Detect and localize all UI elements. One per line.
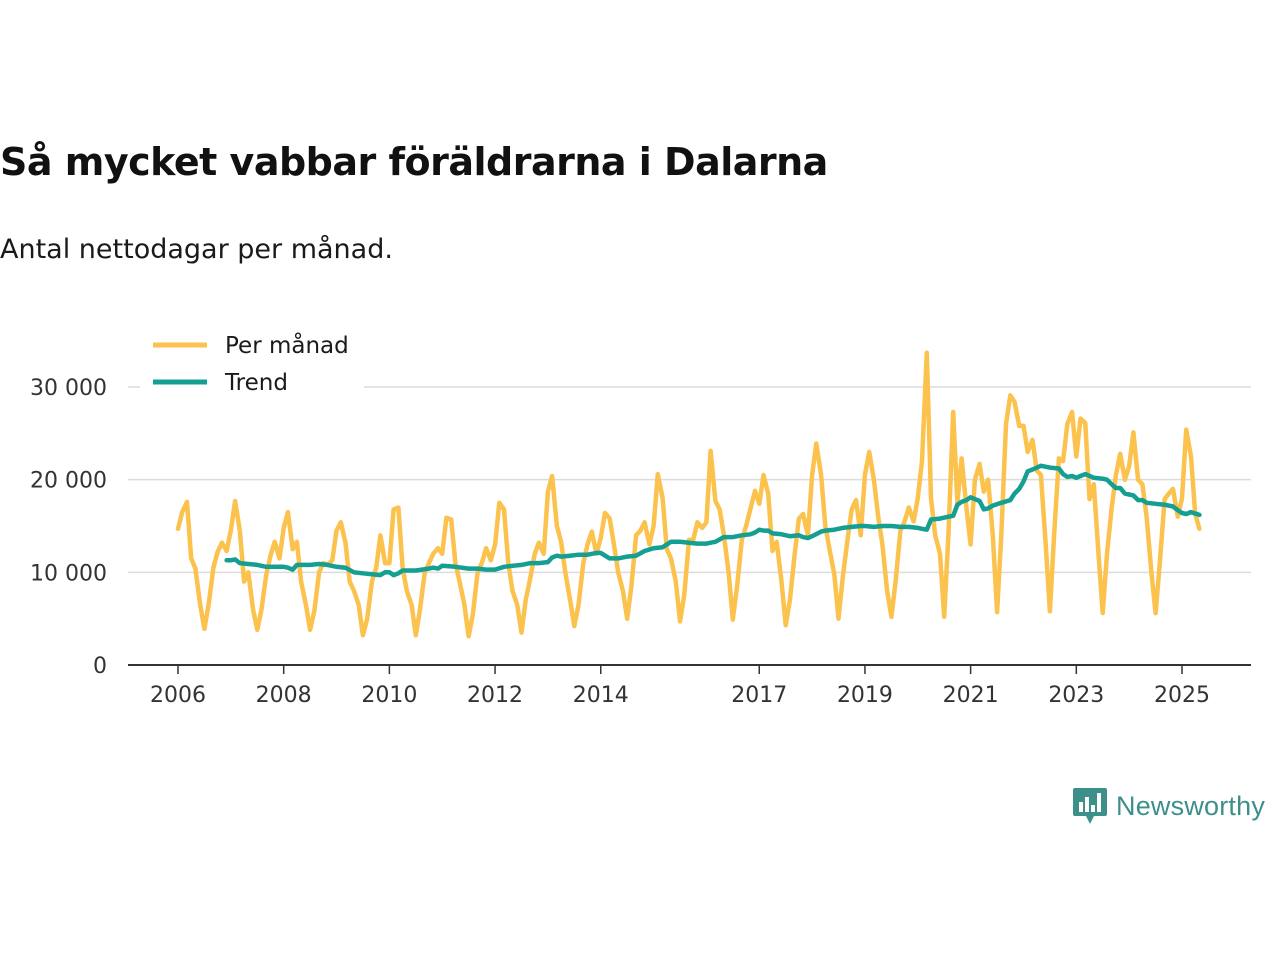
x-tick-label: 2023 bbox=[1048, 683, 1104, 708]
series-line-trend bbox=[224, 463, 1202, 578]
x-tick-label: 2021 bbox=[943, 683, 999, 708]
y-axis: 0 10 000 20 000 30 000 bbox=[30, 376, 107, 679]
x-tick-label: 2019 bbox=[837, 683, 893, 708]
x-tick-label: 2008 bbox=[256, 683, 312, 708]
legend-label-trend: Trend bbox=[224, 370, 288, 396]
y-tick-label: 20 000 bbox=[30, 469, 107, 494]
x-tick-label: 2012 bbox=[467, 683, 523, 708]
legend-label-per-manad: Per månad bbox=[225, 331, 349, 359]
newsworthy-brand[interactable]: Newsworthy bbox=[1072, 786, 1265, 826]
x-tick-label: 2006 bbox=[150, 683, 206, 708]
y-tick-label: 0 bbox=[93, 654, 107, 679]
x-axis: 2006 2008 2010 2012 2014 2017 2019 2021 2023 2025 bbox=[128, 664, 1251, 708]
x-tick-label: 2014 bbox=[573, 683, 629, 708]
chart-subtitle: Antal nettodagar per månad. bbox=[0, 234, 393, 265]
x-tick-label: 2010 bbox=[361, 683, 417, 708]
y-tick-label: 10 000 bbox=[30, 561, 107, 586]
x-tick-label: 2017 bbox=[731, 683, 787, 708]
legend: Per månad Trend bbox=[140, 324, 364, 398]
x-tick-label: 2025 bbox=[1154, 683, 1210, 708]
legend-background bbox=[140, 324, 364, 398]
brand-name: Newsworthy bbox=[1116, 790, 1266, 821]
newsworthy-logo-icon bbox=[1073, 788, 1107, 824]
chart-title: Så mycket vabbar föräldrarna i Dalarna bbox=[0, 140, 828, 184]
series-lines bbox=[175, 350, 1202, 639]
y-tick-label: 30 000 bbox=[30, 376, 107, 401]
